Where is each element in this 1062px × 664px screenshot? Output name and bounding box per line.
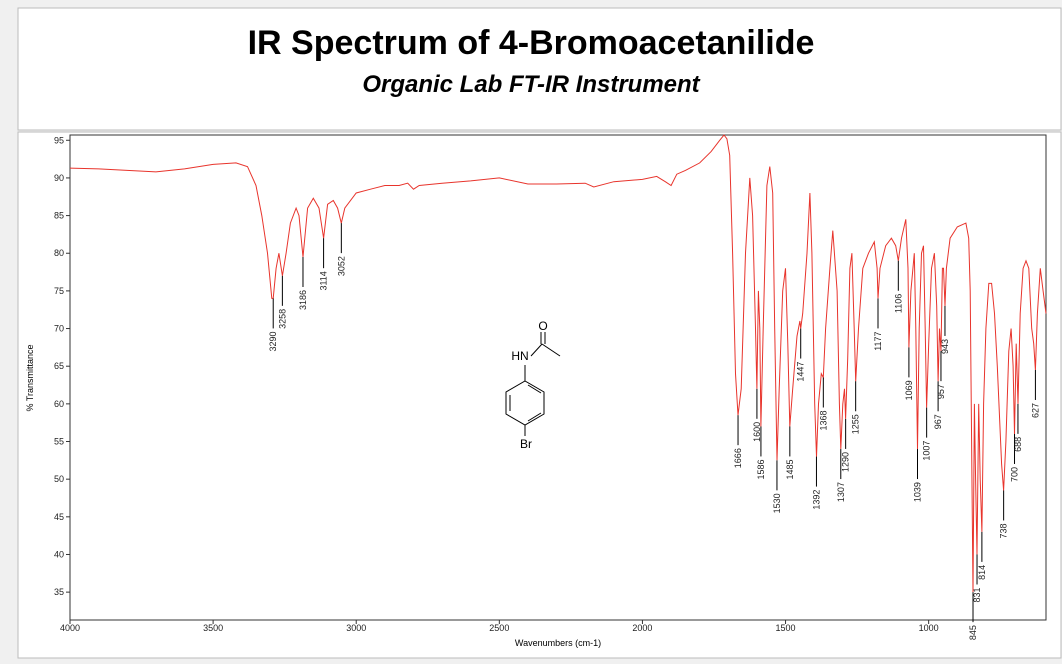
y-tick-label: 85 <box>54 211 64 221</box>
peak-label: 1666 <box>733 448 743 468</box>
peak-label: 688 <box>1013 437 1023 452</box>
peak-label: 1530 <box>772 493 782 513</box>
y-tick-label: 55 <box>54 437 64 447</box>
y-tick-label: 80 <box>54 248 64 258</box>
atom-label: O <box>538 319 547 333</box>
peak-label: 845 <box>968 625 978 640</box>
bond <box>530 343 543 357</box>
atom-label: Br <box>520 437 532 451</box>
plot-box <box>17 131 1062 659</box>
peak-label: 1106 <box>893 294 903 313</box>
peak-label: 3258 <box>277 309 287 329</box>
x-tick-label: 3000 <box>346 623 366 633</box>
peak-label: 1600 <box>752 422 762 442</box>
peak-label: 1255 <box>851 414 861 434</box>
peak-label: 3114 <box>319 271 329 290</box>
y-tick-label: 60 <box>54 399 64 409</box>
peak-label: 627 <box>1030 403 1040 418</box>
peak-label: 957 <box>936 384 946 399</box>
x-tick-label: 1500 <box>776 623 796 633</box>
x-axis-label: Wavenumbers (cm-1) <box>515 638 601 648</box>
peak-label: 3186 <box>298 290 308 310</box>
y-tick-label: 45 <box>54 512 64 522</box>
peak-label: 1447 <box>796 362 806 382</box>
peak-label: 700 <box>1010 467 1020 482</box>
y-tick-label: 65 <box>54 361 64 371</box>
x-tick-label: 4000 <box>60 623 80 633</box>
peak-label: 1007 <box>922 441 932 461</box>
peak-label: 1069 <box>904 380 914 400</box>
x-tick-label: 3500 <box>203 623 223 633</box>
y-tick-label: 50 <box>54 474 64 484</box>
peak-label: 3052 <box>336 256 346 276</box>
atom-label: HN <box>511 349 528 363</box>
x-tick-label: 1000 <box>919 623 939 633</box>
x-tick-label: 2000 <box>632 623 652 633</box>
bond <box>541 343 561 357</box>
peak-label: 967 <box>933 414 943 429</box>
peak-label: 1485 <box>785 459 795 479</box>
peak-label: 1307 <box>836 482 846 502</box>
peak-label: 738 <box>999 523 1009 538</box>
molecule <box>505 332 561 436</box>
x-tick-label: 2500 <box>489 623 509 633</box>
y-tick-label: 75 <box>54 286 64 296</box>
spectrum-line <box>69 134 1047 593</box>
peak-label: 1368 <box>818 411 828 431</box>
peak-label: 814 <box>977 565 987 580</box>
peak-label: 1586 <box>756 459 766 479</box>
peak-label: 1392 <box>811 490 821 510</box>
peak-label: 943 <box>940 339 950 354</box>
bond <box>527 384 542 394</box>
y-axis-label: % Transmittance <box>25 344 35 411</box>
peak-label: 1177 <box>873 331 883 350</box>
peak-label: 1039 <box>912 482 922 502</box>
y-tick-label: 70 <box>54 324 64 334</box>
bond <box>527 412 542 422</box>
chart-title: IR Spectrum of 4-Bromoacetanilide <box>248 24 815 62</box>
peak-label: 3290 <box>268 331 278 351</box>
title-box <box>17 7 1062 131</box>
y-tick-label: 95 <box>54 135 64 145</box>
peak-label: 831 <box>972 587 982 602</box>
plot-frame <box>69 134 1047 621</box>
y-tick-label: 40 <box>54 549 64 559</box>
peak-label: 1290 <box>841 452 851 472</box>
chart-subtitle: Organic Lab FT-IR Instrument <box>362 71 700 98</box>
y-tick-label: 90 <box>54 173 64 183</box>
y-tick-label: 35 <box>54 587 64 597</box>
